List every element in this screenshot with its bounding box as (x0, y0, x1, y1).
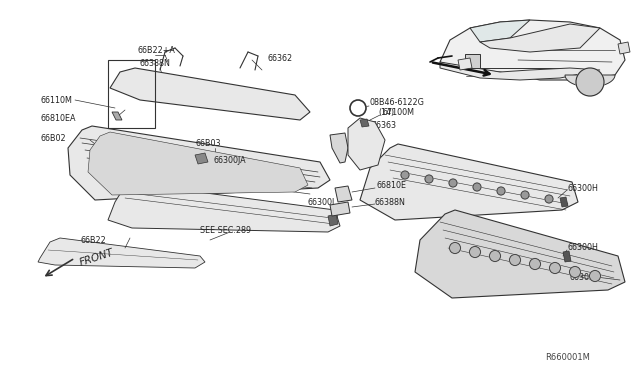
Text: 67100M: 67100M (383, 108, 415, 116)
Polygon shape (335, 186, 352, 202)
Circle shape (425, 175, 433, 183)
Text: 66810EA: 66810EA (40, 113, 76, 122)
Text: 66363: 66363 (372, 121, 397, 129)
Circle shape (470, 247, 481, 257)
Polygon shape (465, 54, 480, 68)
Polygon shape (458, 58, 472, 70)
Circle shape (521, 191, 529, 199)
Polygon shape (330, 202, 350, 216)
Text: (14): (14) (378, 108, 394, 116)
Text: B: B (355, 105, 360, 111)
Polygon shape (348, 118, 385, 170)
Text: 08B46-6122G: 08B46-6122G (370, 97, 425, 106)
Polygon shape (415, 210, 625, 298)
Circle shape (589, 270, 600, 282)
Text: 66B22+A: 66B22+A (138, 45, 176, 55)
Polygon shape (108, 183, 340, 232)
Polygon shape (195, 153, 208, 164)
Text: 66300: 66300 (570, 273, 595, 282)
Circle shape (497, 187, 505, 195)
Polygon shape (470, 20, 530, 42)
Text: 66388N: 66388N (140, 58, 171, 67)
Polygon shape (560, 197, 568, 207)
Polygon shape (563, 251, 571, 262)
Circle shape (570, 266, 580, 278)
Text: SEE SEC.289: SEE SEC.289 (200, 225, 251, 234)
Circle shape (576, 68, 604, 96)
Polygon shape (360, 119, 369, 127)
Circle shape (473, 183, 481, 191)
Circle shape (449, 243, 461, 253)
Circle shape (509, 254, 520, 266)
Circle shape (449, 179, 457, 187)
Polygon shape (110, 68, 310, 120)
Circle shape (490, 250, 500, 262)
Polygon shape (328, 214, 338, 226)
Text: 66300JA: 66300JA (213, 155, 246, 164)
Text: 66300H: 66300H (568, 183, 599, 192)
Circle shape (550, 263, 561, 273)
Text: R660001M: R660001M (545, 353, 590, 362)
Polygon shape (440, 20, 625, 80)
Polygon shape (565, 75, 615, 87)
Text: 66300H: 66300H (568, 244, 599, 253)
Text: 66B02: 66B02 (40, 134, 66, 142)
Text: 66B03: 66B03 (195, 138, 221, 148)
Text: 66110M: 66110M (40, 96, 72, 105)
Text: 66B22: 66B22 (80, 235, 106, 244)
Circle shape (401, 171, 409, 179)
Text: FRONT: FRONT (78, 248, 115, 268)
Text: 66388N: 66388N (375, 198, 406, 206)
Polygon shape (38, 238, 205, 268)
Text: 66362: 66362 (268, 54, 293, 62)
Polygon shape (68, 126, 330, 200)
Polygon shape (330, 133, 348, 163)
Circle shape (529, 259, 541, 269)
Polygon shape (440, 62, 600, 80)
Circle shape (350, 100, 366, 116)
Circle shape (545, 195, 553, 203)
Text: 66300J: 66300J (308, 198, 335, 206)
Text: 66810E: 66810E (377, 180, 407, 189)
Polygon shape (88, 132, 308, 195)
Polygon shape (360, 144, 578, 220)
Polygon shape (618, 42, 630, 54)
Polygon shape (480, 24, 600, 52)
Polygon shape (112, 112, 122, 120)
